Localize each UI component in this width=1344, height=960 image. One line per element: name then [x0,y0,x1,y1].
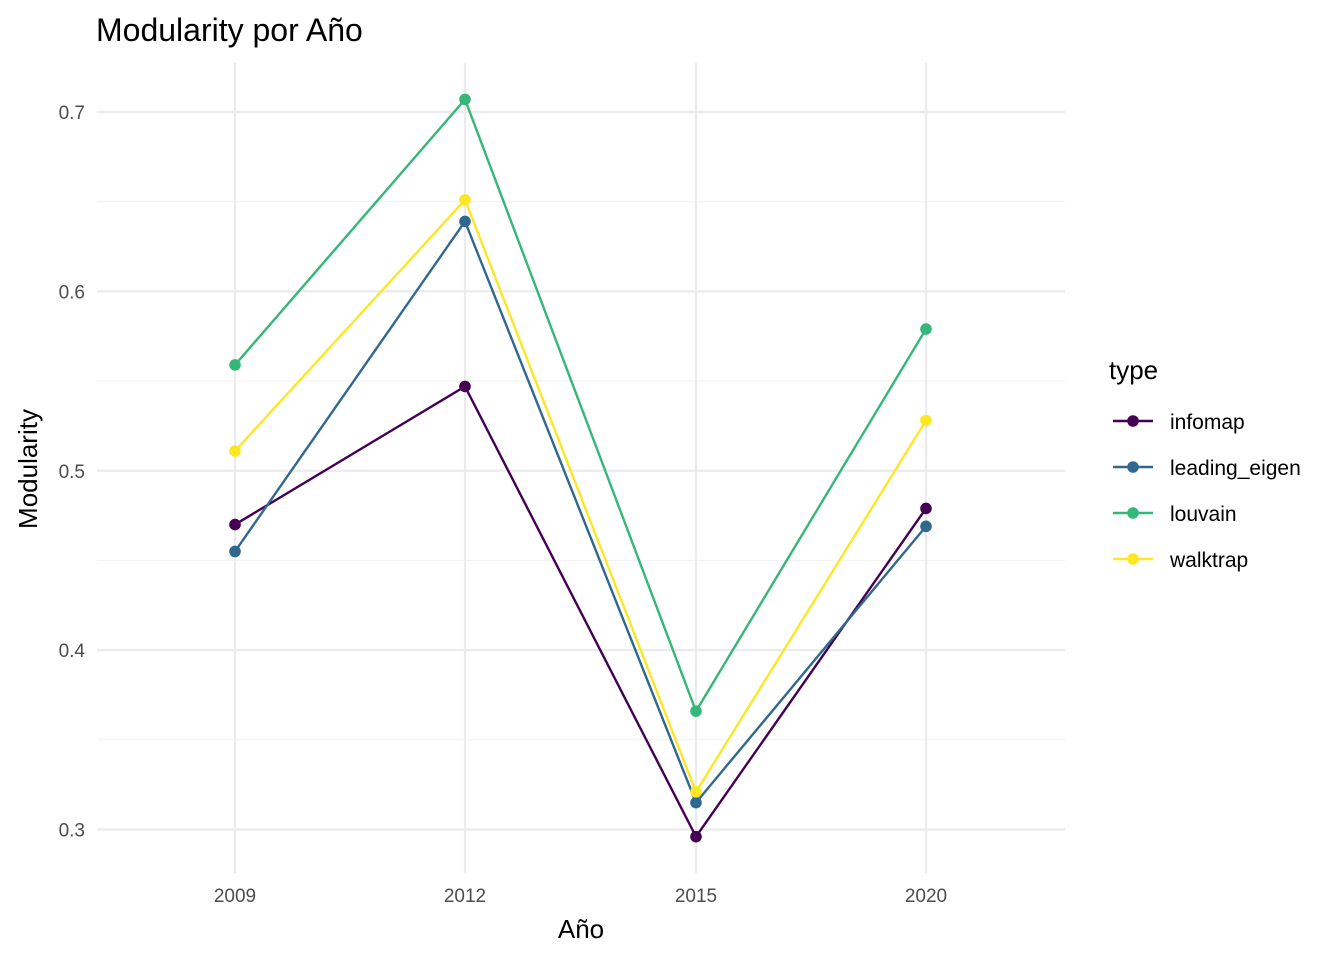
chart-title: Modularity por Año [96,12,363,48]
data-point-louvain [920,323,932,335]
x-tick-label: 2015 [675,886,717,907]
y-tick-label: 0.5 [59,462,85,483]
series-line-leading_eigen [234,218,927,805]
legend-key-point [1127,415,1139,427]
series-louvain [229,93,932,717]
data-point-infomap [690,830,702,843]
series-line-infomap [234,384,927,839]
legend-title: type [1109,355,1158,385]
data-point-infomap [229,518,241,531]
series-leading_eigen [229,215,932,809]
data-point-infomap [459,380,471,393]
x-tick-label: 2009 [214,886,256,907]
data-point-louvain [459,93,471,106]
series-walktrap [229,194,932,798]
legend-item-infomap: infomap [1113,411,1245,434]
legend-item-walktrap: walktrap [1113,549,1248,572]
data-point-walktrap [459,194,471,206]
x-axis-title: Año [558,914,604,944]
legend-item-louvain: louvain [1113,503,1237,526]
y-axis-title: Modularity [13,409,43,529]
legend-label: infomap [1170,411,1245,434]
series-line-louvain [234,97,928,714]
data-point-leading_eigen [920,520,932,533]
y-tick-label: 0.4 [59,641,86,662]
y-tick-label: 0.7 [59,103,85,124]
data-point-walktrap [229,445,241,457]
series-line-walktrap [234,197,928,795]
x-axis-ticks: 2009 2012 2015 2020 [214,886,947,907]
data-point-leading_eigen [459,215,471,228]
data-point-louvain [229,359,241,371]
legend-label: leading_eigen [1170,457,1301,480]
data-point-leading_eigen [229,545,241,558]
grid [97,63,1065,873]
data-point-leading_eigen [690,796,702,809]
legend-item-leading_eigen: leading_eigen [1113,457,1301,480]
x-tick-label: 2012 [444,886,486,907]
y-axis-ticks: 0.3 0.4 0.5 0.6 0.7 [59,103,86,842]
series-infomap [229,380,932,843]
legend-label: walktrap [1169,549,1248,572]
data-point-infomap [920,502,932,515]
legend-key-point [1127,553,1139,565]
y-tick-label: 0.3 [59,821,85,842]
series-layer [229,93,932,843]
legend-key-point [1127,461,1139,473]
legend-label: louvain [1170,503,1237,526]
data-point-walktrap [920,414,932,427]
legend-key-point [1127,507,1139,519]
y-tick-label: 0.6 [59,282,85,303]
x-tick-label: 2020 [905,886,947,907]
data-point-louvain [690,705,702,717]
data-point-walktrap [690,786,702,798]
